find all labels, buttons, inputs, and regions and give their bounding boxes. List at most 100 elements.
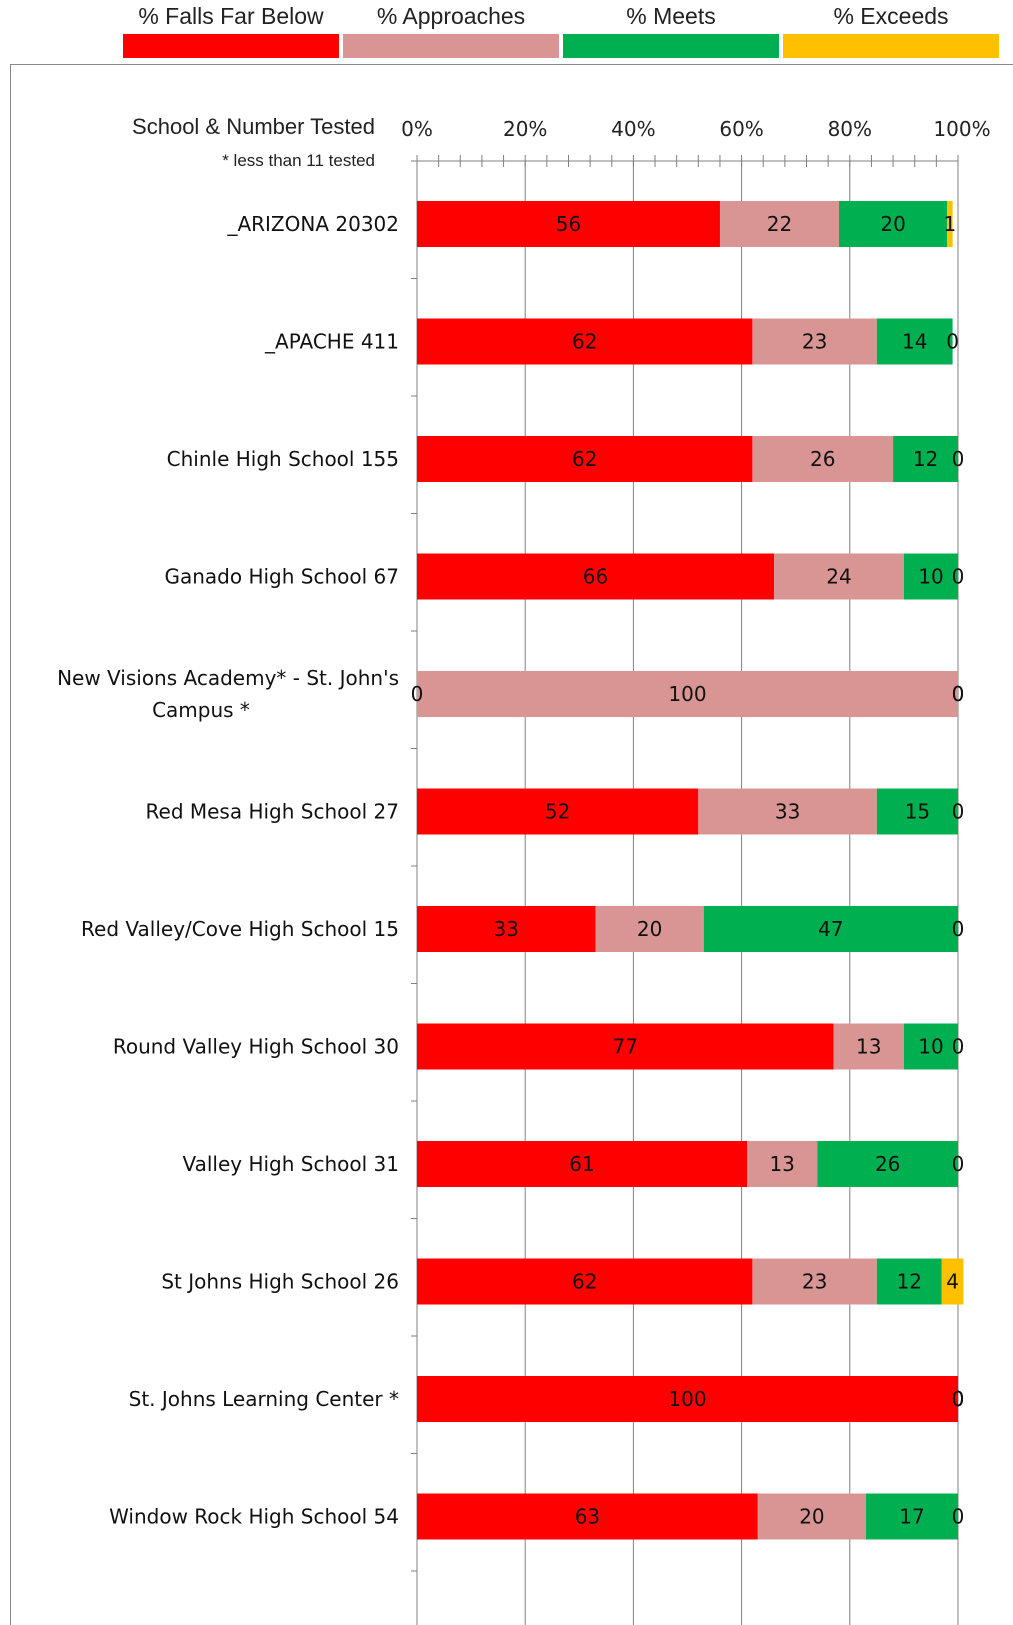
bar-data-label: 20 [799, 1505, 824, 1529]
bar-segment [417, 553, 775, 600]
bar-segment [719, 201, 839, 247]
bar-segment [417, 436, 753, 482]
bar-data-label: 0 [411, 682, 424, 706]
bar-data-label: 23 [802, 330, 827, 354]
bar-segment [838, 201, 948, 247]
bar-data-label: 0 [946, 330, 959, 354]
bar-data-label: 61 [569, 1152, 594, 1176]
bar-data-label: 52 [545, 800, 570, 824]
bar-data-label: 13 [856, 1035, 881, 1059]
legend-label: % Meets [626, 3, 716, 29]
bar-data-label: 10 [918, 1035, 943, 1059]
bar-data-label: 4 [946, 1270, 959, 1294]
bar-data-label: 24 [826, 565, 851, 589]
bar-segment [941, 1258, 964, 1305]
bar-segment [417, 1493, 758, 1540]
bar-data-label: 10 [918, 565, 943, 589]
bar-segment [752, 318, 877, 365]
chart-header-note: * less than 11 tested [222, 151, 375, 170]
bar-data-label: 100 [668, 682, 706, 706]
bar-segment [595, 906, 704, 952]
bar-data-label: 0 [952, 1387, 965, 1411]
x-tick-label: 100% [933, 117, 990, 141]
bar-segment [876, 318, 953, 365]
bar-segment [698, 788, 877, 835]
bar-data-label: 66 [583, 565, 608, 589]
bar-segment [757, 1493, 867, 1540]
bar-data-label: 0 [952, 565, 965, 589]
bar-data-label: 13 [769, 1152, 794, 1176]
bar-segment [417, 1023, 834, 1070]
category-label: Chinle High School 155 [167, 447, 399, 471]
category-label: _APACHE 411 [264, 330, 399, 354]
legend-item: % Exceeds [783, 2, 999, 58]
category-label: St Johns High School 26 [161, 1270, 399, 1294]
legend-swatch [343, 34, 559, 58]
legend-item: % Falls Far Below [123, 2, 339, 58]
bar-data-label: 33 [494, 917, 519, 941]
bar-data-label: 0 [952, 1387, 965, 1411]
bar-data-label: 62 [572, 1270, 597, 1294]
bar-data-label: 0 [952, 800, 965, 824]
bar-segment [747, 1141, 818, 1187]
stacked-bar-chart: School & Number Tested * less than 11 te… [57, 114, 991, 1625]
category-label: Campus * [152, 698, 250, 722]
bar-data-label: 12 [897, 1270, 922, 1294]
category-label: St. Johns Learning Center * [129, 1387, 399, 1411]
bar-segment [752, 1258, 877, 1305]
bar-data-label: 1 [944, 212, 957, 236]
legend-swatch [783, 34, 999, 58]
bar-data-label: 20 [880, 212, 905, 236]
legend-item: % Approaches [343, 2, 559, 58]
category-label: New Visions Academy* - St. John's [57, 666, 399, 690]
bar-data-label: 15 [905, 800, 930, 824]
bar-segment [876, 1258, 942, 1305]
bar-segment [417, 788, 699, 835]
legend-label: % Exceeds [833, 3, 949, 29]
legend-item: % Meets [563, 2, 779, 58]
chart-legend: % Falls Far Below % Approaches % Meets % Ex… [0, 0, 1013, 60]
bar-data-label: 0 [952, 1387, 965, 1411]
legend-label: % Falls Far Below [138, 3, 324, 29]
bar-data-label: 77 [613, 1035, 638, 1059]
bar-data-label: 33 [775, 800, 800, 824]
bar-data-label: 14 [902, 330, 927, 354]
bar-data-label: 47 [818, 917, 843, 941]
bar-data-label: 0 [952, 1152, 965, 1176]
bar-data-label: 62 [572, 330, 597, 354]
bar-segment [417, 671, 958, 717]
gridlines [411, 155, 959, 1625]
category-label: Window Rock High School 54 [109, 1505, 399, 1529]
bar-data-label: 100 [668, 1387, 706, 1411]
category-label: Ganado High School 67 [164, 565, 399, 589]
x-tick-label: 20% [503, 117, 547, 141]
bar-data-label: 20 [637, 917, 662, 941]
bar-segment [817, 1141, 958, 1187]
chart-header-title: School & Number Tested [132, 114, 375, 139]
x-tick-label: 0% [401, 117, 433, 141]
bar-segment [947, 201, 953, 247]
bar-segment [417, 318, 753, 365]
bar-segment [417, 1376, 958, 1422]
x-tick-label: 40% [611, 117, 655, 141]
category-label: Red Valley/Cove High School 15 [81, 917, 399, 941]
bar-data-label: 0 [952, 1035, 965, 1059]
bar-segment [417, 1141, 748, 1187]
bar-data-label: 56 [556, 212, 581, 236]
category-label: _ARIZONA 20302 [226, 212, 399, 236]
bar-segment [703, 906, 958, 952]
chart-panel: School & Number Tested * less than 11 te… [10, 64, 1013, 1625]
bar-segment [876, 788, 958, 835]
bar-segment [833, 1023, 904, 1070]
bars [417, 201, 964, 1540]
legend-label: % Approaches [376, 3, 526, 29]
legend-swatch [123, 34, 339, 58]
legend-swatch [563, 34, 779, 58]
bar-data-label: 0 [952, 917, 965, 941]
bar-data-label: 0 [952, 682, 965, 706]
x-tick-label: 80% [828, 117, 872, 141]
bar-segment [903, 1023, 958, 1070]
bar-data-label: 26 [810, 447, 835, 471]
category-label: Red Mesa High School 27 [146, 800, 399, 824]
bar-segment [417, 1258, 753, 1305]
